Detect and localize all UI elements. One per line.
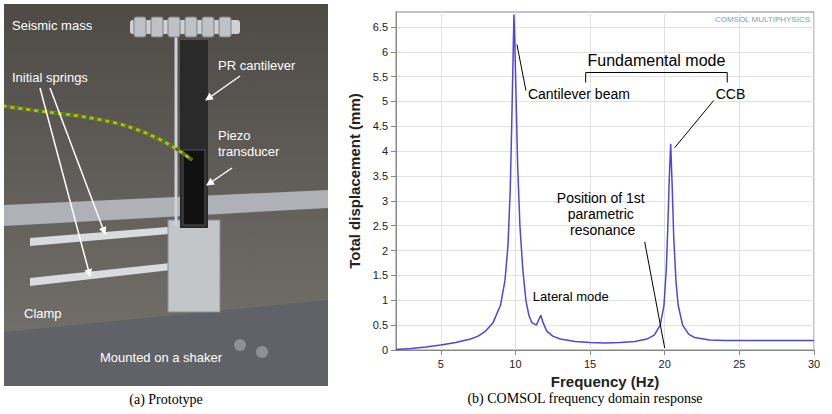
svg-text:(a) Prototype: (a) Prototype [129,392,202,408]
svg-text:2: 2 [382,245,388,257]
svg-text:1: 1 [382,294,388,306]
svg-text:10: 10 [509,358,521,370]
svg-text:5: 5 [438,358,444,370]
svg-text:4.5: 4.5 [373,120,388,132]
svg-text:Clamp: Clamp [24,306,62,321]
svg-text:6.5: 6.5 [373,21,388,33]
svg-text:5: 5 [382,95,388,107]
svg-text:3: 3 [382,195,388,207]
svg-text:5.5: 5.5 [373,71,388,83]
svg-text:COMSOL MULTIPHYSICS: COMSOL MULTIPHYSICS [715,15,810,24]
svg-text:30: 30 [808,358,820,370]
svg-text:4: 4 [382,145,388,157]
svg-text:0: 0 [382,344,388,356]
svg-text:Initial springs: Initial springs [12,70,88,85]
svg-text:resonance: resonance [570,222,636,238]
svg-text:PR cantilever: PR cantilever [218,58,296,73]
svg-text:1.5: 1.5 [373,269,388,281]
svg-text:Piezotransducer: Piezotransducer [218,128,280,159]
svg-text:15: 15 [584,358,596,370]
svg-text:25: 25 [733,358,745,370]
svg-text:parametric: parametric [568,206,638,222]
svg-text:Fundamental mode: Fundamental mode [588,52,726,69]
svg-text:Cantilever beam: Cantilever beam [528,86,630,102]
svg-text:6: 6 [382,46,388,58]
svg-text:Lateral mode: Lateral mode [533,289,609,304]
svg-text:Seismic mass: Seismic mass [12,18,93,33]
svg-text:3.5: 3.5 [373,170,388,182]
svg-text:20: 20 [659,358,671,370]
svg-text:0.5: 0.5 [373,319,388,331]
svg-text:(b) COMSOL frequency domain re: (b) COMSOL frequency domain response [467,391,702,407]
svg-text:Position of 1st: Position of 1st [557,190,649,206]
svg-text:2.5: 2.5 [373,220,388,232]
svg-text:CCB: CCB [716,86,746,102]
svg-text:Mounted on a shaker: Mounted on a shaker [100,350,223,365]
svg-text:Total displacement (mm): Total displacement (mm) [346,93,363,269]
svg-text:Frequency (Hz): Frequency (Hz) [551,373,659,390]
